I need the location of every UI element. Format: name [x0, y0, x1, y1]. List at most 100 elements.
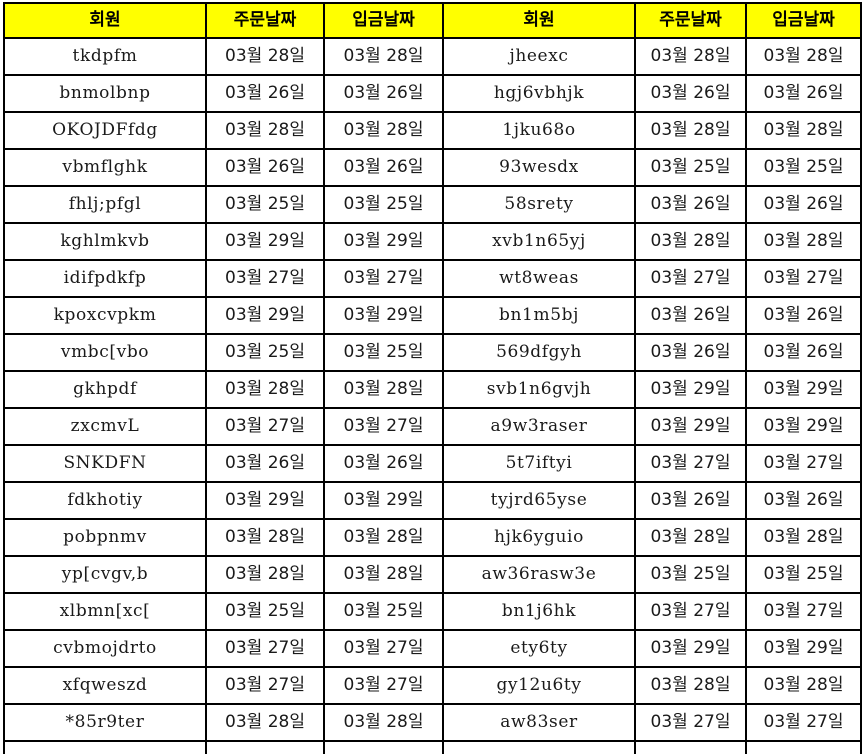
cell-order-date-right[interactable]: 03월 26일: [634, 74, 747, 113]
cell-member-left[interactable]: fdkhotiy: [3, 481, 207, 520]
cell-order-date-left[interactable]: 03월 28일: [205, 111, 325, 150]
cell-payment-date-left[interactable]: 03월 29일: [323, 296, 444, 335]
cell-payment-date-right-clipped[interactable]: [745, 740, 862, 754]
cell-order-date-right[interactable]: 03월 29일: [634, 407, 747, 446]
cell-member-right-clipped[interactable]: [442, 740, 636, 754]
cell-member-right[interactable]: aw36rasw3e: [442, 555, 636, 594]
cell-payment-date-left[interactable]: 03월 28일: [323, 37, 444, 76]
cell-order-date-left[interactable]: 03월 25일: [205, 185, 325, 224]
cell-payment-date-left[interactable]: 03월 25일: [323, 185, 444, 224]
cell-member-right[interactable]: wt8weas: [442, 259, 636, 298]
cell-payment-date-left[interactable]: 03월 26일: [323, 148, 444, 187]
column-header-order-date-right[interactable]: 주문날짜: [634, 2, 747, 39]
cell-order-date-right[interactable]: 03월 28일: [634, 222, 747, 261]
cell-member-left[interactable]: idifpdkfp: [3, 259, 207, 298]
cell-member-right[interactable]: hgj6vbhjk: [442, 74, 636, 113]
cell-payment-date-left[interactable]: 03월 26일: [323, 74, 444, 113]
cell-payment-date-right[interactable]: 03월 27일: [745, 259, 862, 298]
cell-member-right[interactable]: 93wesdx: [442, 148, 636, 187]
cell-member-left[interactable]: yp[cvgv,b: [3, 555, 207, 594]
cell-member-left[interactable]: zxcmvL: [3, 407, 207, 446]
cell-member-right[interactable]: svb1n6gvjh: [442, 370, 636, 409]
cell-payment-date-right[interactable]: 03월 28일: [745, 666, 862, 705]
cell-member-left[interactable]: OKOJDFfdg: [3, 111, 207, 150]
cell-payment-date-left[interactable]: 03월 25일: [323, 333, 444, 372]
cell-order-date-left[interactable]: 03월 25일: [205, 592, 325, 631]
column-header-order-date-left[interactable]: 주문날짜: [205, 2, 325, 39]
cell-member-right[interactable]: 5t7iftyi: [442, 444, 636, 483]
cell-order-date-left[interactable]: 03월 29일: [205, 296, 325, 335]
cell-member-right[interactable]: tyjrd65yse: [442, 481, 636, 520]
cell-order-date-right-clipped[interactable]: [634, 740, 747, 754]
cell-payment-date-right[interactable]: 03월 25일: [745, 555, 862, 594]
cell-order-date-right[interactable]: 03월 29일: [634, 370, 747, 409]
cell-order-date-left[interactable]: 03월 27일: [205, 629, 325, 668]
cell-payment-date-right[interactable]: 03월 26일: [745, 185, 862, 224]
cell-payment-date-right[interactable]: 03월 25일: [745, 148, 862, 187]
cell-member-right[interactable]: 1jku68o: [442, 111, 636, 150]
cell-member-left[interactable]: cvbmojdrto: [3, 629, 207, 668]
cell-order-date-right[interactable]: 03월 27일: [634, 592, 747, 631]
cell-order-date-left[interactable]: 03월 27일: [205, 666, 325, 705]
cell-payment-date-right[interactable]: 03월 28일: [745, 518, 862, 557]
cell-member-left[interactable]: gkhpdf: [3, 370, 207, 409]
cell-payment-date-left[interactable]: 03월 27일: [323, 666, 444, 705]
cell-order-date-right[interactable]: 03월 29일: [634, 629, 747, 668]
cell-order-date-right[interactable]: 03월 28일: [634, 666, 747, 705]
cell-member-left[interactable]: kpoxcvpkm: [3, 296, 207, 335]
cell-order-date-left[interactable]: 03월 27일: [205, 259, 325, 298]
cell-order-date-right[interactable]: 03월 26일: [634, 185, 747, 224]
cell-payment-date-left[interactable]: 03월 28일: [323, 518, 444, 557]
cell-payment-date-left[interactable]: 03월 28일: [323, 555, 444, 594]
cell-payment-date-left-clipped[interactable]: [323, 740, 444, 754]
cell-order-date-left-clipped[interactable]: [205, 740, 325, 754]
cell-order-date-left[interactable]: 03월 28일: [205, 518, 325, 557]
cell-order-date-left[interactable]: 03월 28일: [205, 555, 325, 594]
cell-payment-date-right[interactable]: 03월 26일: [745, 481, 862, 520]
cell-payment-date-right[interactable]: 03월 29일: [745, 407, 862, 446]
cell-order-date-right[interactable]: 03월 26일: [634, 333, 747, 372]
cell-payment-date-right[interactable]: 03월 29일: [745, 629, 862, 668]
cell-payment-date-left[interactable]: 03월 28일: [323, 370, 444, 409]
cell-member-right[interactable]: bn1m5bj: [442, 296, 636, 335]
cell-member-left[interactable]: xlbmn[xc[: [3, 592, 207, 631]
cell-order-date-left[interactable]: 03월 28일: [205, 37, 325, 76]
cell-member-left[interactable]: bnmolbnp: [3, 74, 207, 113]
cell-member-left[interactable]: pobpnmv: [3, 518, 207, 557]
cell-member-right[interactable]: xvb1n65yj: [442, 222, 636, 261]
cell-payment-date-right[interactable]: 03월 28일: [745, 222, 862, 261]
column-header-member-left[interactable]: 회원: [3, 2, 207, 39]
cell-payment-date-right[interactable]: 03월 26일: [745, 296, 862, 335]
cell-payment-date-left[interactable]: 03월 29일: [323, 481, 444, 520]
cell-member-left[interactable]: fhlj;pfgl: [3, 185, 207, 224]
cell-order-date-left[interactable]: 03월 29일: [205, 481, 325, 520]
cell-payment-date-right[interactable]: 03월 28일: [745, 111, 862, 150]
cell-order-date-right[interactable]: 03월 26일: [634, 481, 747, 520]
cell-order-date-left[interactable]: 03월 26일: [205, 444, 325, 483]
cell-member-right[interactable]: 58srety: [442, 185, 636, 224]
cell-member-right[interactable]: bn1j6hk: [442, 592, 636, 631]
cell-order-date-right[interactable]: 03월 27일: [634, 259, 747, 298]
cell-payment-date-left[interactable]: 03월 27일: [323, 259, 444, 298]
cell-payment-date-right[interactable]: 03월 29일: [745, 370, 862, 409]
cell-payment-date-right[interactable]: 03월 28일: [745, 37, 862, 76]
cell-order-date-left[interactable]: 03월 25일: [205, 333, 325, 372]
cell-order-date-right[interactable]: 03월 26일: [634, 296, 747, 335]
cell-payment-date-left[interactable]: 03월 26일: [323, 444, 444, 483]
cell-payment-date-left[interactable]: 03월 28일: [323, 111, 444, 150]
cell-order-date-left[interactable]: 03월 26일: [205, 148, 325, 187]
cell-payment-date-left[interactable]: 03월 25일: [323, 592, 444, 631]
cell-member-right[interactable]: hjk6yguio: [442, 518, 636, 557]
cell-member-left[interactable]: kghlmkvb: [3, 222, 207, 261]
cell-member-right[interactable]: gy12u6ty: [442, 666, 636, 705]
cell-order-date-right[interactable]: 03월 25일: [634, 555, 747, 594]
cell-payment-date-right[interactable]: 03월 27일: [745, 444, 862, 483]
cell-payment-date-right[interactable]: 03월 26일: [745, 333, 862, 372]
cell-payment-date-left[interactable]: 03월 29일: [323, 222, 444, 261]
cell-member-left-clipped[interactable]: [3, 740, 207, 754]
cell-member-right[interactable]: 569dfgyh: [442, 333, 636, 372]
cell-order-date-left[interactable]: 03월 26일: [205, 74, 325, 113]
cell-order-date-right[interactable]: 03월 27일: [634, 444, 747, 483]
cell-member-left[interactable]: tkdpfm: [3, 37, 207, 76]
cell-member-left[interactable]: vbmflghk: [3, 148, 207, 187]
